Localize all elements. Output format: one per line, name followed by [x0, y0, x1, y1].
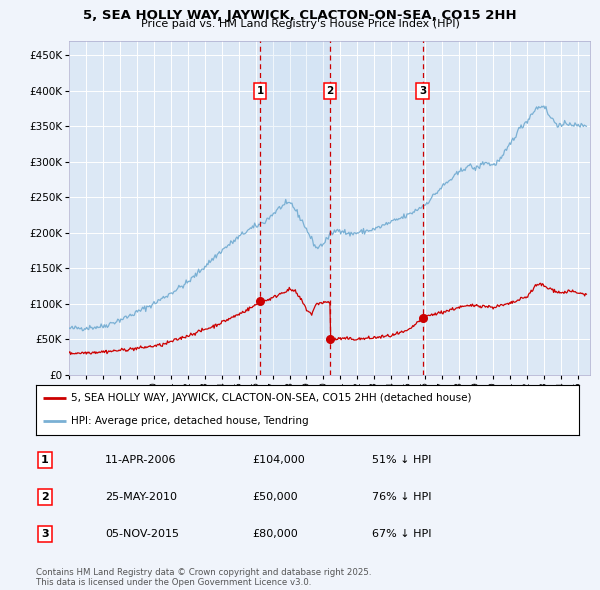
- Text: Price paid vs. HM Land Registry's House Price Index (HPI): Price paid vs. HM Land Registry's House …: [140, 19, 460, 29]
- Text: 2: 2: [326, 86, 334, 96]
- Text: 2: 2: [41, 492, 49, 502]
- Text: HPI: Average price, detached house, Tendring: HPI: Average price, detached house, Tend…: [71, 417, 309, 427]
- Text: 11-APR-2006: 11-APR-2006: [105, 455, 176, 465]
- Text: 5, SEA HOLLY WAY, JAYWICK, CLACTON-ON-SEA, CO15 2HH: 5, SEA HOLLY WAY, JAYWICK, CLACTON-ON-SE…: [83, 9, 517, 22]
- Text: 1: 1: [257, 86, 264, 96]
- Text: 51% ↓ HPI: 51% ↓ HPI: [372, 455, 431, 465]
- Text: 5, SEA HOLLY WAY, JAYWICK, CLACTON-ON-SEA, CO15 2HH (detached house): 5, SEA HOLLY WAY, JAYWICK, CLACTON-ON-SE…: [71, 393, 472, 403]
- Text: 3: 3: [41, 529, 49, 539]
- Text: 1: 1: [41, 455, 49, 465]
- Text: 3: 3: [419, 86, 426, 96]
- Text: 05-NOV-2015: 05-NOV-2015: [105, 529, 179, 539]
- Text: 76% ↓ HPI: 76% ↓ HPI: [372, 492, 431, 502]
- Text: £80,000: £80,000: [252, 529, 298, 539]
- Text: £104,000: £104,000: [252, 455, 305, 465]
- Text: Contains HM Land Registry data © Crown copyright and database right 2025.
This d: Contains HM Land Registry data © Crown c…: [36, 568, 371, 587]
- Bar: [260, 41, 330, 375]
- Text: 25-MAY-2010: 25-MAY-2010: [105, 492, 177, 502]
- Text: £50,000: £50,000: [252, 492, 298, 502]
- Text: 67% ↓ HPI: 67% ↓ HPI: [372, 529, 431, 539]
